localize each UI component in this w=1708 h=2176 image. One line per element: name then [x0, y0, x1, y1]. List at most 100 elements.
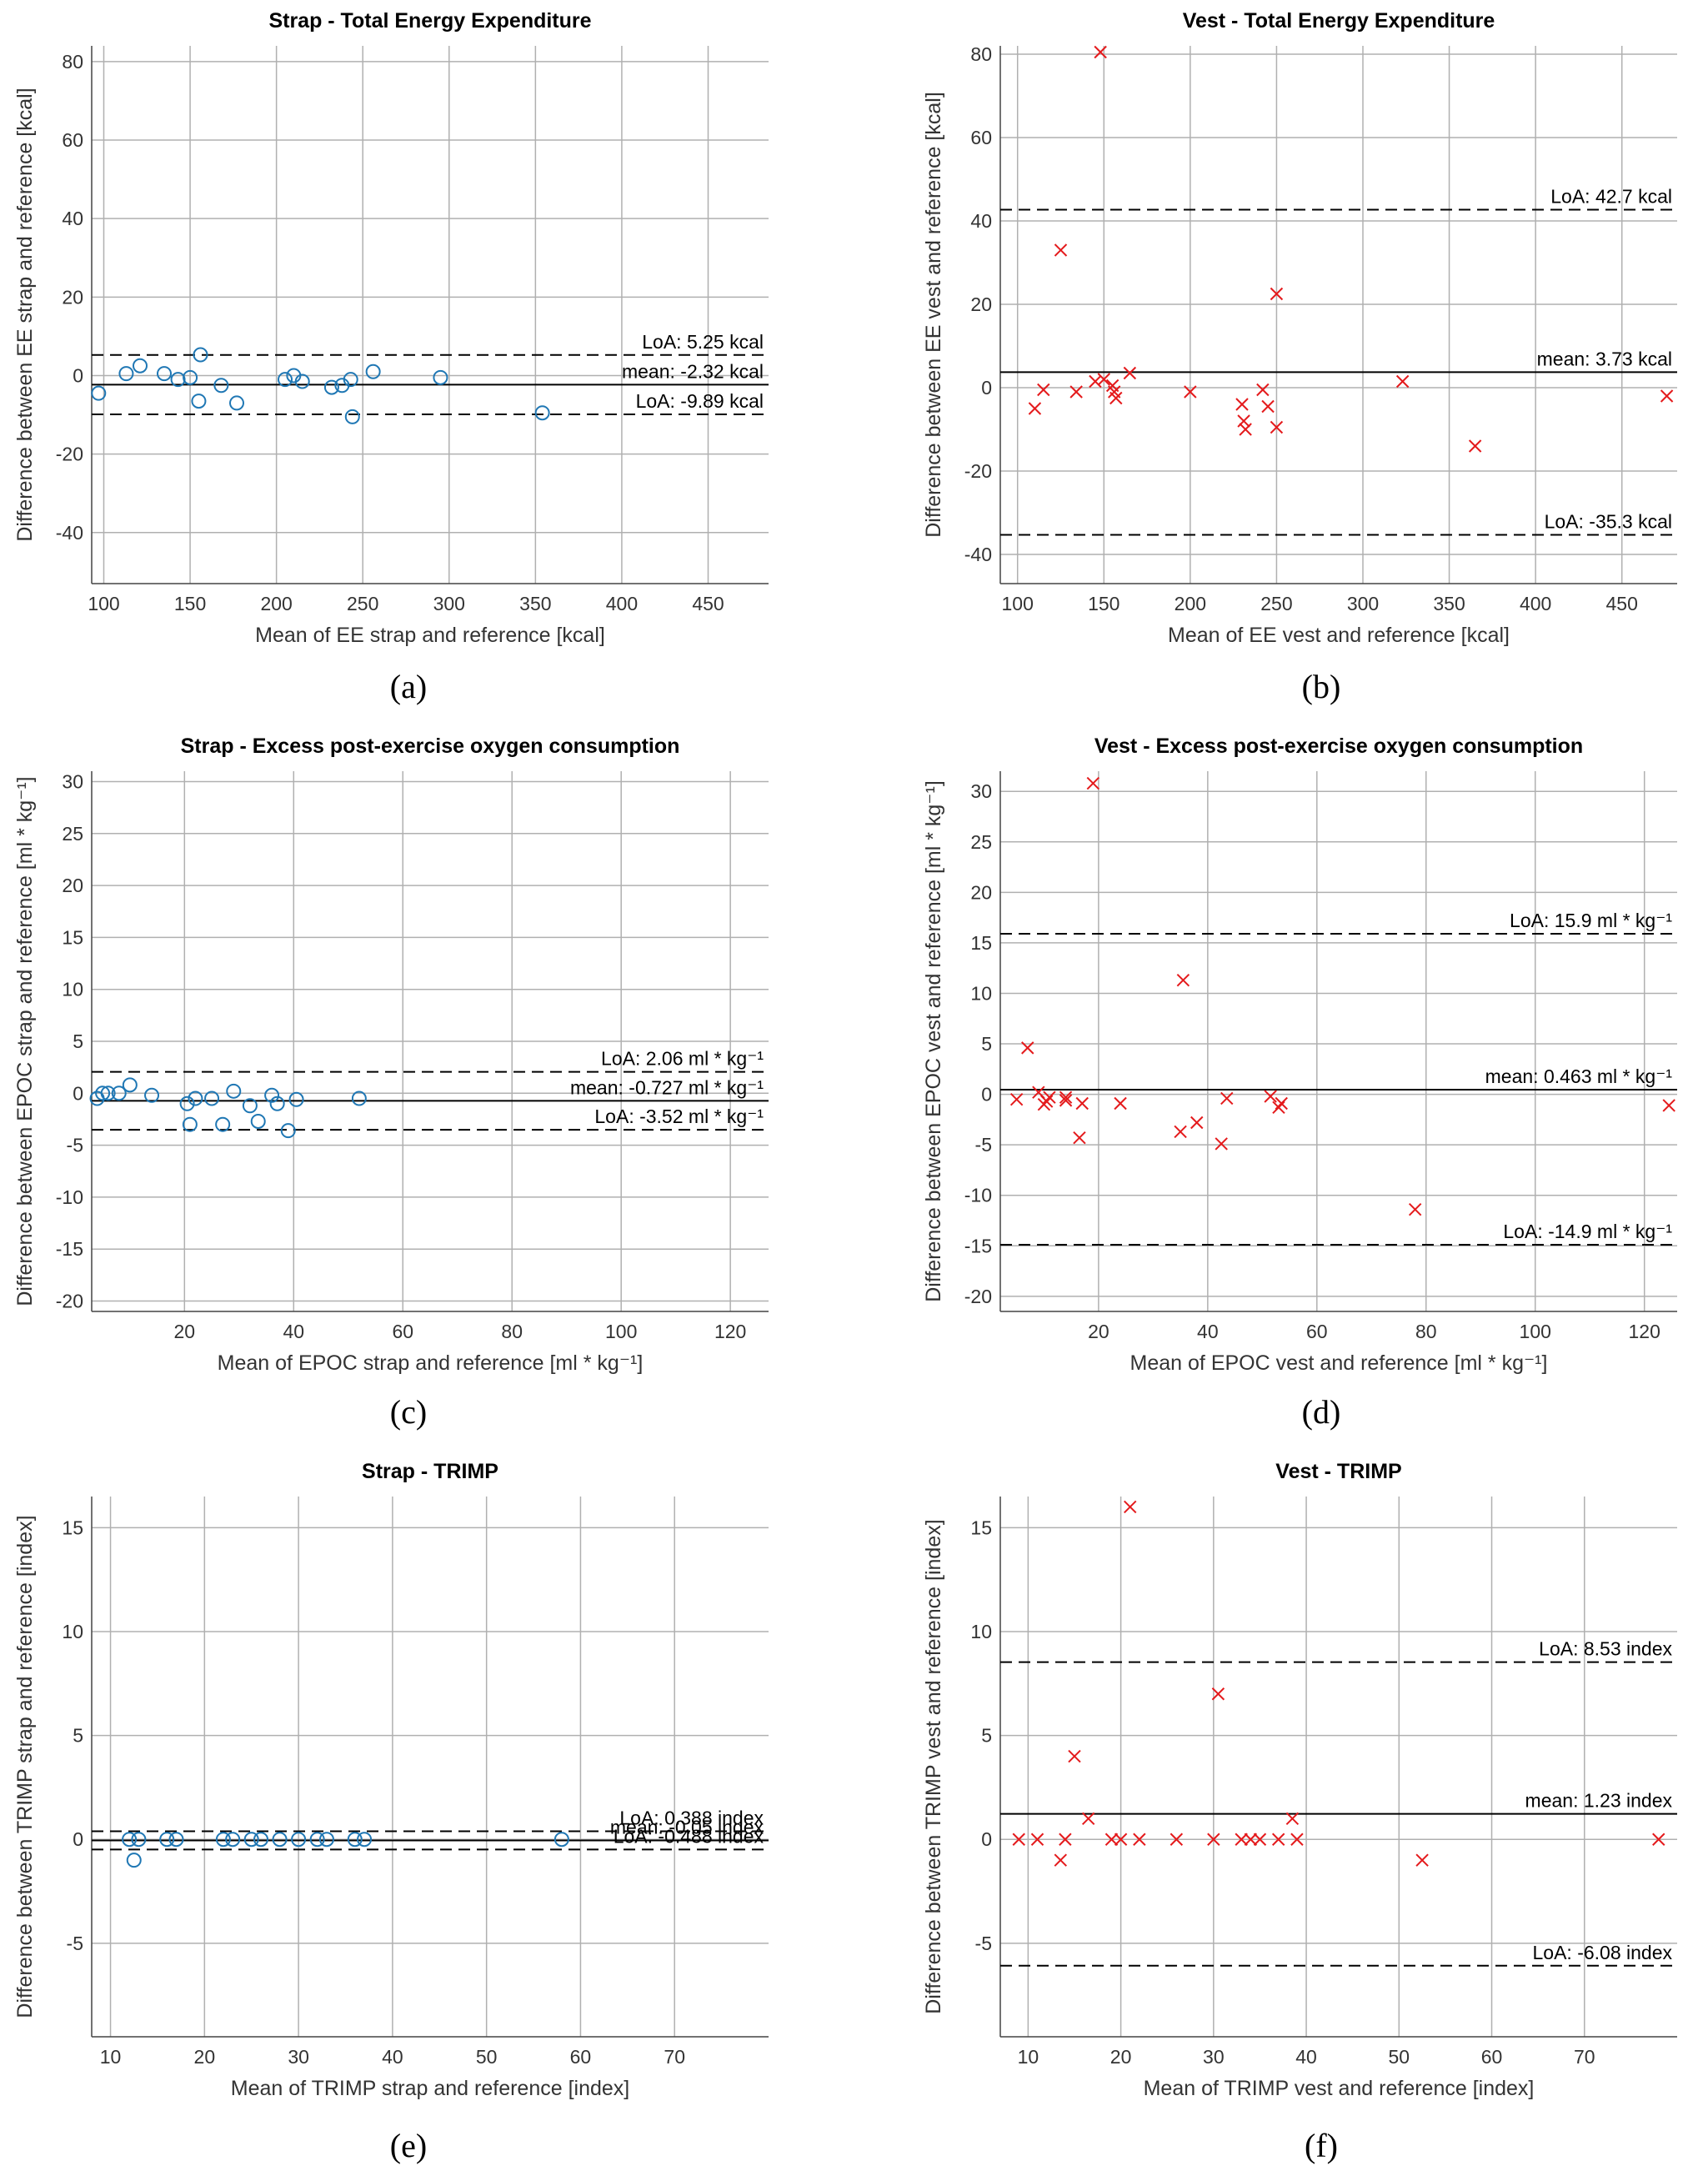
y-tick-label: 20	[62, 875, 83, 896]
data-point	[1235, 1833, 1248, 1846]
data-point	[122, 1077, 138, 1093]
data-point	[1012, 1833, 1025, 1846]
x-tick-label: 350	[1433, 593, 1465, 614]
line-label: LoA: 8.53 index	[1539, 1638, 1672, 1660]
chart-title: Strap - TRIMP	[362, 1460, 498, 1483]
data-point	[1059, 1833, 1072, 1846]
data-point	[1235, 398, 1249, 411]
data-point	[191, 394, 207, 409]
data-point	[157, 366, 172, 382]
data-point	[1220, 1091, 1234, 1106]
data-point	[357, 1832, 373, 1848]
data-point	[1261, 399, 1275, 414]
x-tick-label: 80	[501, 1321, 523, 1342]
data-point	[280, 1123, 296, 1139]
x-tick-label: 20	[1110, 2046, 1132, 2068]
x-tick-label: 150	[1088, 593, 1119, 614]
data-point	[1104, 1833, 1119, 1846]
plot-area	[92, 1497, 769, 2037]
data-point	[318, 1832, 334, 1848]
y-tick-label: 5	[73, 1725, 83, 1747]
data-point	[1059, 1094, 1073, 1107]
chart-b: 100 150 200 250 300 350 400 450 -40 -20 0 20 40 60 80 L…	[922, 9, 1677, 647]
x-tick-label: 10	[1018, 2046, 1039, 2068]
data-point	[288, 1091, 304, 1107]
y-tick-label: 10	[62, 979, 83, 1000]
data-point	[131, 1832, 147, 1848]
x-axis-label: Mean of EE strap and reference [kcal]	[255, 624, 605, 647]
y-axis-label: Difference between EPOC strap and refere…	[13, 776, 37, 1306]
x-tick-label: 70	[1574, 2046, 1595, 2068]
data-point	[1109, 391, 1123, 405]
subfigure-label-b: (b)	[1301, 668, 1341, 705]
y-tick-label: -5	[975, 1933, 992, 1954]
y-tick-label: -5	[67, 1135, 83, 1156]
y-tick-label: 15	[62, 1517, 83, 1538]
line-label: LoA: 5.25 kcal	[642, 331, 764, 353]
data-point	[225, 1832, 241, 1848]
x-tick-label: 250	[347, 593, 378, 614]
data-point	[215, 1832, 231, 1848]
data-point	[1408, 1202, 1422, 1216]
y-axis-label: Difference between TRIMP strap and refer…	[13, 1515, 37, 2018]
data-point	[1270, 420, 1284, 434]
y-tick-label: 60	[970, 127, 992, 148]
data-point	[1184, 385, 1197, 399]
data-point	[351, 1091, 367, 1106]
x-tick-label: 80	[1415, 1321, 1437, 1342]
data-point	[1068, 1749, 1081, 1763]
data-point	[1123, 366, 1137, 380]
x-tick-label: 120	[1629, 1321, 1660, 1342]
data-point	[182, 1116, 198, 1132]
x-tick-label: 300	[433, 593, 465, 614]
x-tick-label: 20	[194, 2046, 216, 2068]
data-point	[188, 1091, 203, 1106]
y-tick-label: -20	[56, 444, 83, 465]
line-label: LoA: 42.7 kcal	[1550, 186, 1672, 208]
y-tick-label: 20	[970, 293, 992, 315]
data-point	[100, 1085, 116, 1101]
data-point	[1285, 1812, 1300, 1826]
data-point	[242, 1098, 258, 1114]
y-tick-label: 0	[73, 1828, 83, 1850]
x-tick-label: 200	[260, 593, 292, 614]
data-point	[179, 1096, 195, 1111]
data-point	[1174, 1125, 1187, 1139]
data-point	[1270, 287, 1284, 301]
y-tick-label: 5	[981, 1033, 992, 1055]
y-tick-label: 10	[62, 1621, 83, 1642]
x-tick-label: 40	[1197, 1321, 1219, 1342]
line-label: LoA: -6.08 index	[1532, 1942, 1672, 1963]
chart-f: 10 20 30 40 50 60 70 -5 0 5 10 15 LoA: 8.53 index mea…	[922, 1460, 1677, 2100]
data-point	[1253, 1833, 1267, 1846]
data-point	[534, 405, 550, 421]
data-point	[243, 1832, 259, 1848]
y-tick-label: 80	[62, 51, 83, 73]
x-tick-label: 300	[1347, 593, 1379, 614]
chart-d: 20 40 60 80 100 120 -20 -15 -10 -5 0 5 10 15 20 25 30 LoA…	[922, 735, 1677, 1375]
y-tick-label: -20	[964, 460, 992, 482]
y-tick-label: 20	[970, 881, 992, 903]
data-point	[204, 1091, 220, 1106]
data-point	[1081, 1812, 1095, 1826]
data-point	[226, 1083, 242, 1099]
data-point	[126, 1853, 142, 1868]
data-point	[294, 374, 310, 389]
y-tick-label: 25	[970, 831, 992, 853]
data-point	[1054, 243, 1068, 257]
data-point	[1097, 373, 1110, 386]
chart-a: 100 150 200 250 300 350 400 450 -40 -20 0 20 40 60 80 L…	[13, 9, 769, 647]
data-point	[91, 385, 107, 401]
y-tick-label: 15	[970, 1517, 992, 1538]
data-point	[144, 1087, 160, 1103]
data-point	[343, 372, 358, 388]
x-tick-label: 150	[174, 593, 206, 614]
data-point	[1054, 1853, 1068, 1867]
x-tick-label: 60	[392, 1321, 413, 1342]
line-label: LoA: 2.06 ml * kg⁻¹	[601, 1048, 764, 1070]
data-point	[1468, 439, 1482, 453]
line-label: LoA: -0.488 index	[614, 1825, 764, 1847]
y-tick-label: 5	[73, 1030, 83, 1052]
data-point	[1275, 1096, 1288, 1111]
x-tick-label: 60	[1306, 1321, 1328, 1342]
